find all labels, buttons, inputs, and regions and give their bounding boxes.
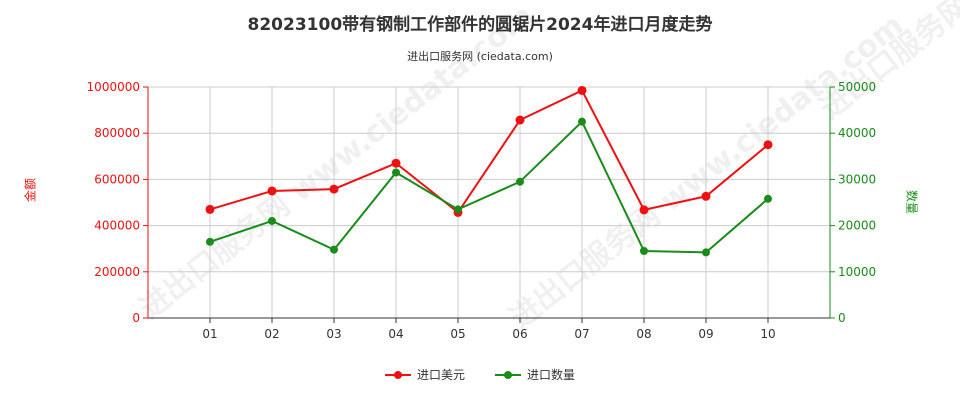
- data-point-series2: [206, 237, 214, 246]
- data-point-series1: [515, 115, 525, 125]
- x-tick-label: 09: [698, 327, 713, 341]
- data-point-series1: [205, 204, 215, 214]
- y-axis-right-label: 数量: [904, 189, 919, 214]
- y-tick-label-left: 0: [132, 311, 140, 325]
- x-tick-label: 10: [760, 327, 775, 341]
- axes: 0 200000 400000 600000 800000 1000000 0 10000 20…: [87, 80, 877, 341]
- data-point-series1: [701, 191, 711, 201]
- data-point-series1: [763, 140, 773, 150]
- data-point-series1: [391, 158, 401, 168]
- x-tick-label: 08: [636, 327, 651, 341]
- data-point-series2: [702, 248, 710, 257]
- y-tick-label-right: 50000: [838, 80, 876, 94]
- x-tick-label: 03: [326, 327, 341, 341]
- data-point-series1: [267, 186, 277, 196]
- y-tick-label-left: 800000: [94, 126, 140, 140]
- series-line-1: [209, 89, 769, 214]
- data-point-series2: [764, 194, 772, 203]
- legend-item-series1[interactable]: 进口美元: [384, 366, 465, 383]
- y-tick-label-right: 30000: [838, 172, 876, 186]
- data-point-series2: [268, 216, 276, 225]
- legend-label-series1: 进口美元: [416, 368, 465, 382]
- y-tick-label-left: 600000: [94, 172, 140, 186]
- x-tick-label: 07: [574, 327, 589, 341]
- data-point-series2: [330, 245, 338, 254]
- y-tick-label-right: 10000: [838, 265, 876, 279]
- series: [205, 85, 773, 257]
- legend-label-series2: 进口数量: [527, 368, 576, 382]
- y-tick-label-right: 20000: [838, 219, 876, 233]
- data-point-series1: [329, 184, 339, 194]
- data-point-series2: [516, 177, 524, 186]
- x-tick-label: 01: [202, 327, 217, 341]
- legend-swatch-series1: [384, 369, 411, 381]
- data-point-series2: [454, 205, 462, 214]
- x-tick-label: 04: [388, 327, 403, 341]
- y-tick-label-left: 400000: [94, 219, 140, 233]
- x-tick-label: 05: [450, 327, 465, 341]
- x-tick-label: 06: [512, 327, 527, 341]
- chart-title: 82023100带有钢制工作部件的圆锯片2024年进口月度走势: [247, 15, 713, 35]
- y-tick-label-left: 200000: [94, 265, 140, 279]
- chart-subtitle: 进出口服务网 (ciedata.com): [407, 50, 553, 63]
- legend-item-series2[interactable]: 进口数量: [495, 366, 575, 383]
- series-line-2: [209, 119, 769, 254]
- x-tick-label: 02: [264, 327, 279, 341]
- y-tick-label-left: 1000000: [87, 80, 140, 94]
- data-point-series1: [577, 85, 587, 95]
- data-point-series2: [578, 117, 586, 126]
- data-point-series1: [639, 205, 649, 215]
- watermark-text: 进出口服务网 www.ciedata.com: [133, 0, 540, 326]
- legend: 进口美元 进口数量: [0, 366, 960, 383]
- legend-swatch-series2: [495, 369, 521, 381]
- y-tick-label-right: 0: [838, 311, 846, 325]
- data-point-series2: [640, 247, 648, 256]
- y-axis-left-label: 金额: [23, 178, 38, 203]
- grid: [147, 86, 831, 319]
- y-tick-label-right: 40000: [838, 126, 876, 140]
- data-point-series2: [392, 168, 400, 177]
